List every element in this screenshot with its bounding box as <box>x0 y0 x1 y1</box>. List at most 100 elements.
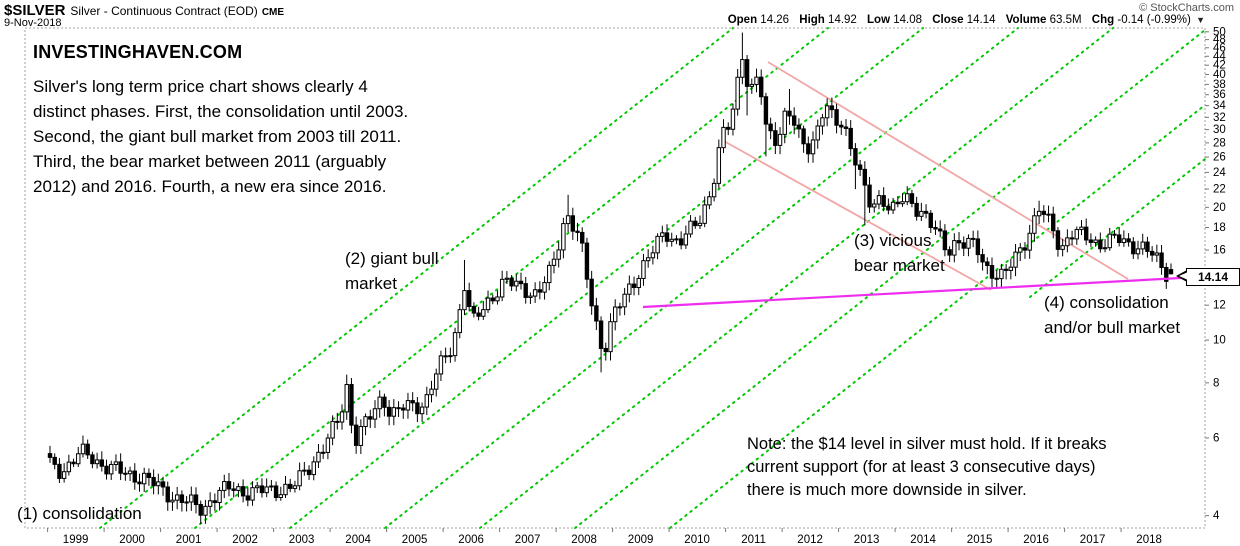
candle-body <box>349 384 354 426</box>
candle-body <box>787 110 792 117</box>
candle-body <box>1013 251 1018 268</box>
candle-body <box>151 476 156 487</box>
candle-body <box>542 282 547 293</box>
candle-body <box>424 394 430 408</box>
candle-body <box>674 238 679 241</box>
candle-body <box>514 280 519 287</box>
candle-body <box>631 283 637 289</box>
candle-body <box>956 240 962 244</box>
candle-body <box>622 293 627 308</box>
candle-body <box>547 264 552 284</box>
candle-body <box>688 220 693 235</box>
candle-body <box>782 110 787 135</box>
candle-body <box>419 406 425 415</box>
candle-body <box>434 373 439 390</box>
candle-body <box>942 230 948 251</box>
candle-body <box>462 290 467 311</box>
candle-body <box>382 396 387 408</box>
y-axis-label: 34 <box>1213 100 1226 112</box>
watermark-text: INVESTINGHAVEN.COM <box>33 42 243 62</box>
candle-body <box>627 283 632 295</box>
candle-body <box>113 461 119 465</box>
green-channel-4 <box>384 27 1019 529</box>
candle-body <box>1074 229 1079 240</box>
candle-body <box>645 257 651 262</box>
candle-body <box>1145 241 1150 252</box>
candle-body <box>1055 230 1061 250</box>
candle-body <box>1154 252 1160 256</box>
x-axis-label: 2013 <box>854 534 880 546</box>
candle-body <box>881 195 886 207</box>
candle-body <box>660 232 665 237</box>
candle-body <box>994 277 999 280</box>
candle-body <box>693 220 698 227</box>
candle-body <box>1088 239 1094 243</box>
candle-body <box>52 456 57 465</box>
x-axis-label: 2015 <box>967 534 993 546</box>
close-label: Close <box>932 14 964 26</box>
candle-body <box>396 407 401 410</box>
candle-body <box>170 499 175 503</box>
candle-body <box>523 283 528 298</box>
candle-body <box>401 407 406 411</box>
candle-body <box>669 238 674 242</box>
candle-body <box>1065 237 1070 247</box>
phase1-label: (1) consolidation <box>17 504 142 523</box>
candle-body <box>499 278 505 298</box>
candle-body <box>1116 234 1122 244</box>
phase-description-paragraph: Silver's long term price chart shows cle… <box>33 77 409 196</box>
candle-body <box>1079 226 1084 231</box>
candle-body <box>1102 247 1108 250</box>
candle-body <box>735 76 740 110</box>
y-axis-label: 28 <box>1213 137 1226 149</box>
candle-body <box>302 469 307 472</box>
candle-body <box>895 201 900 205</box>
y-axis-label: 40 <box>1213 69 1226 81</box>
candle-body <box>561 223 566 251</box>
candle-body <box>829 105 835 111</box>
candle-body <box>283 483 288 496</box>
y-axis-label: 26 <box>1213 152 1226 164</box>
candle-body <box>1168 269 1174 275</box>
candle-body <box>297 470 302 487</box>
candle-body <box>683 233 689 246</box>
low-label: Low <box>867 14 891 26</box>
candle-body <box>142 472 147 485</box>
candle-body <box>71 461 76 465</box>
y-axis-label: 12 <box>1213 300 1226 312</box>
candle-body <box>363 416 368 428</box>
candle-body <box>1112 233 1117 236</box>
candle-body <box>664 232 670 242</box>
candle-body <box>278 494 283 498</box>
candle-body <box>1164 266 1169 282</box>
candle-body <box>1022 247 1028 251</box>
candle-body <box>584 242 590 280</box>
candle-body <box>1008 266 1014 271</box>
candle-body <box>189 494 194 503</box>
candle-body <box>495 296 500 302</box>
candle-body <box>443 355 448 358</box>
candle-body <box>613 306 618 323</box>
candle-body <box>471 305 477 314</box>
candle-body <box>85 443 90 456</box>
candle-body <box>1159 252 1164 268</box>
candle-body <box>236 486 241 491</box>
candle-body <box>947 249 952 256</box>
candle-body <box>386 406 392 417</box>
candle-body <box>109 463 114 475</box>
candle-body <box>457 309 462 334</box>
candle-body <box>759 76 764 98</box>
candle-body <box>928 212 933 228</box>
candle-body <box>532 289 538 297</box>
candle-body <box>876 195 882 205</box>
candle-body <box>1069 237 1075 240</box>
candle-body <box>198 504 203 516</box>
candle-body <box>872 203 877 208</box>
candle-body <box>1131 241 1136 255</box>
candle-body <box>410 400 415 404</box>
candle-body <box>839 124 844 128</box>
candle-body <box>655 235 660 254</box>
x-axis-label: 2006 <box>458 534 484 546</box>
bear-trendline-lower <box>721 139 992 291</box>
